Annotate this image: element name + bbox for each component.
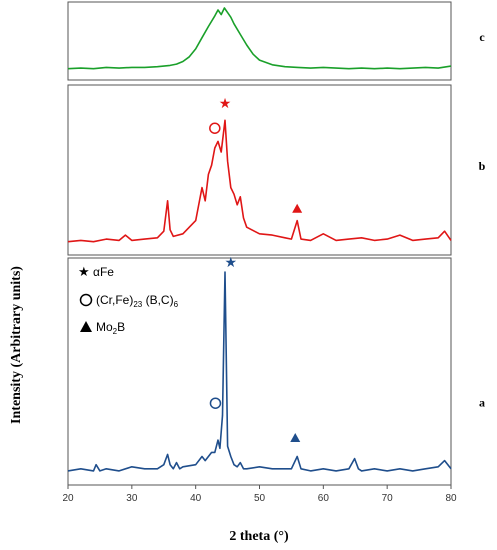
triangle-marker-a — [290, 433, 301, 443]
panel-frame-b — [67, 84, 452, 256]
panel-frame-a — [67, 257, 452, 486]
panel-c: c — [67, 1, 485, 81]
open-circle-icon — [79, 293, 93, 307]
x-tick-label-40: 40 — [190, 493, 202, 504]
legend-label-boride: Mo2B — [96, 320, 125, 336]
x-tick-label-30: 30 — [126, 493, 138, 504]
legend-label-alphafe: αFe — [93, 265, 114, 279]
panel-tag-b: b — [479, 159, 486, 173]
star-icon: ★ — [78, 265, 90, 280]
triangle-marker-b — [292, 203, 303, 213]
panel-a: a★ — [67, 255, 485, 486]
circle-marker-a — [209, 397, 222, 409]
x-tick-label-50: 50 — [254, 493, 266, 504]
panel-tag-a: a — [479, 396, 485, 410]
panel-tag-c: c — [479, 30, 485, 44]
x-tick-label-80: 80 — [445, 493, 457, 504]
panel-b: b★ — [67, 84, 486, 256]
star-marker-b: ★ — [219, 96, 232, 112]
panels: cb★a★ — [67, 1, 486, 486]
legend-item-carbide: (Cr,Fe)23 (B,C)6 — [79, 293, 179, 309]
x-tick-label-70: 70 — [382, 493, 394, 504]
x-axis-ticks: 20 30 40 50 60 70 80 — [62, 485, 457, 504]
legend-item-alphafe: ★ αFe — [78, 265, 114, 280]
series-line-c — [67, 7, 452, 70]
star-marker-a: ★ — [224, 255, 237, 271]
legend: ★ αFe (Cr,Fe)23 (B,C)6 Mo2B — [78, 265, 179, 336]
series-line-a — [67, 271, 452, 472]
x-tick-label-60: 60 — [318, 493, 330, 504]
y-axis-label: Intensity (Arbitrary units) — [9, 266, 24, 424]
legend-label-carbide: (Cr,Fe)23 (B,C)6 — [96, 293, 179, 309]
legend-item-boride: Mo2B — [80, 320, 125, 336]
x-axis-label: 2 theta (°) — [229, 529, 289, 544]
x-tick-label-20: 20 — [62, 493, 74, 504]
series-line-b — [67, 119, 452, 243]
circle-marker-b — [209, 122, 221, 134]
triangle-icon — [80, 321, 92, 332]
